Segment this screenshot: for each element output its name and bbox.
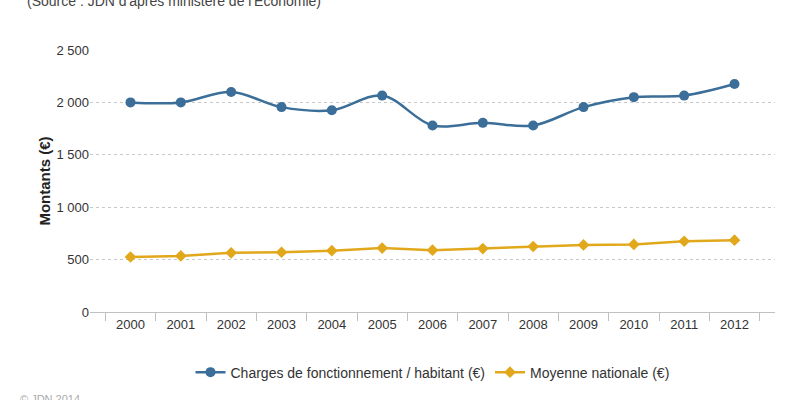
- svg-text:2001: 2001: [166, 317, 195, 332]
- svg-text:2010: 2010: [619, 317, 648, 332]
- svg-text:1 500: 1 500: [56, 147, 89, 162]
- svg-text:2008: 2008: [519, 317, 548, 332]
- svg-text:2009: 2009: [569, 317, 598, 332]
- svg-text:© JDN 2014: © JDN 2014: [20, 393, 80, 400]
- svg-text:2002: 2002: [217, 317, 246, 332]
- svg-text:2004: 2004: [317, 317, 346, 332]
- svg-text:2007: 2007: [468, 317, 497, 332]
- svg-text:2011: 2011: [670, 317, 698, 332]
- svg-text:Moyenne nationale (€): Moyenne nationale (€): [530, 365, 669, 381]
- svg-text:1 000: 1 000: [56, 200, 89, 215]
- svg-text:2012: 2012: [720, 317, 749, 332]
- svg-text:0: 0: [82, 305, 89, 320]
- svg-text:(Source : JDN d'après ministèr: (Source : JDN d'après ministère de l'Eco…: [27, 0, 321, 9]
- svg-text:2000: 2000: [116, 317, 145, 332]
- svg-text:Charges de fonctionnement / ha: Charges de fonctionnement / habitant (€): [231, 365, 486, 381]
- svg-text:2 000: 2 000: [56, 95, 89, 110]
- svg-text:2 500: 2 500: [56, 43, 89, 58]
- svg-text:2003: 2003: [267, 317, 296, 332]
- svg-text:500: 500: [67, 252, 89, 267]
- svg-text:2005: 2005: [368, 317, 397, 332]
- svg-text:Montants (€): Montants (€): [36, 136, 53, 225]
- svg-text:2006: 2006: [418, 317, 447, 332]
